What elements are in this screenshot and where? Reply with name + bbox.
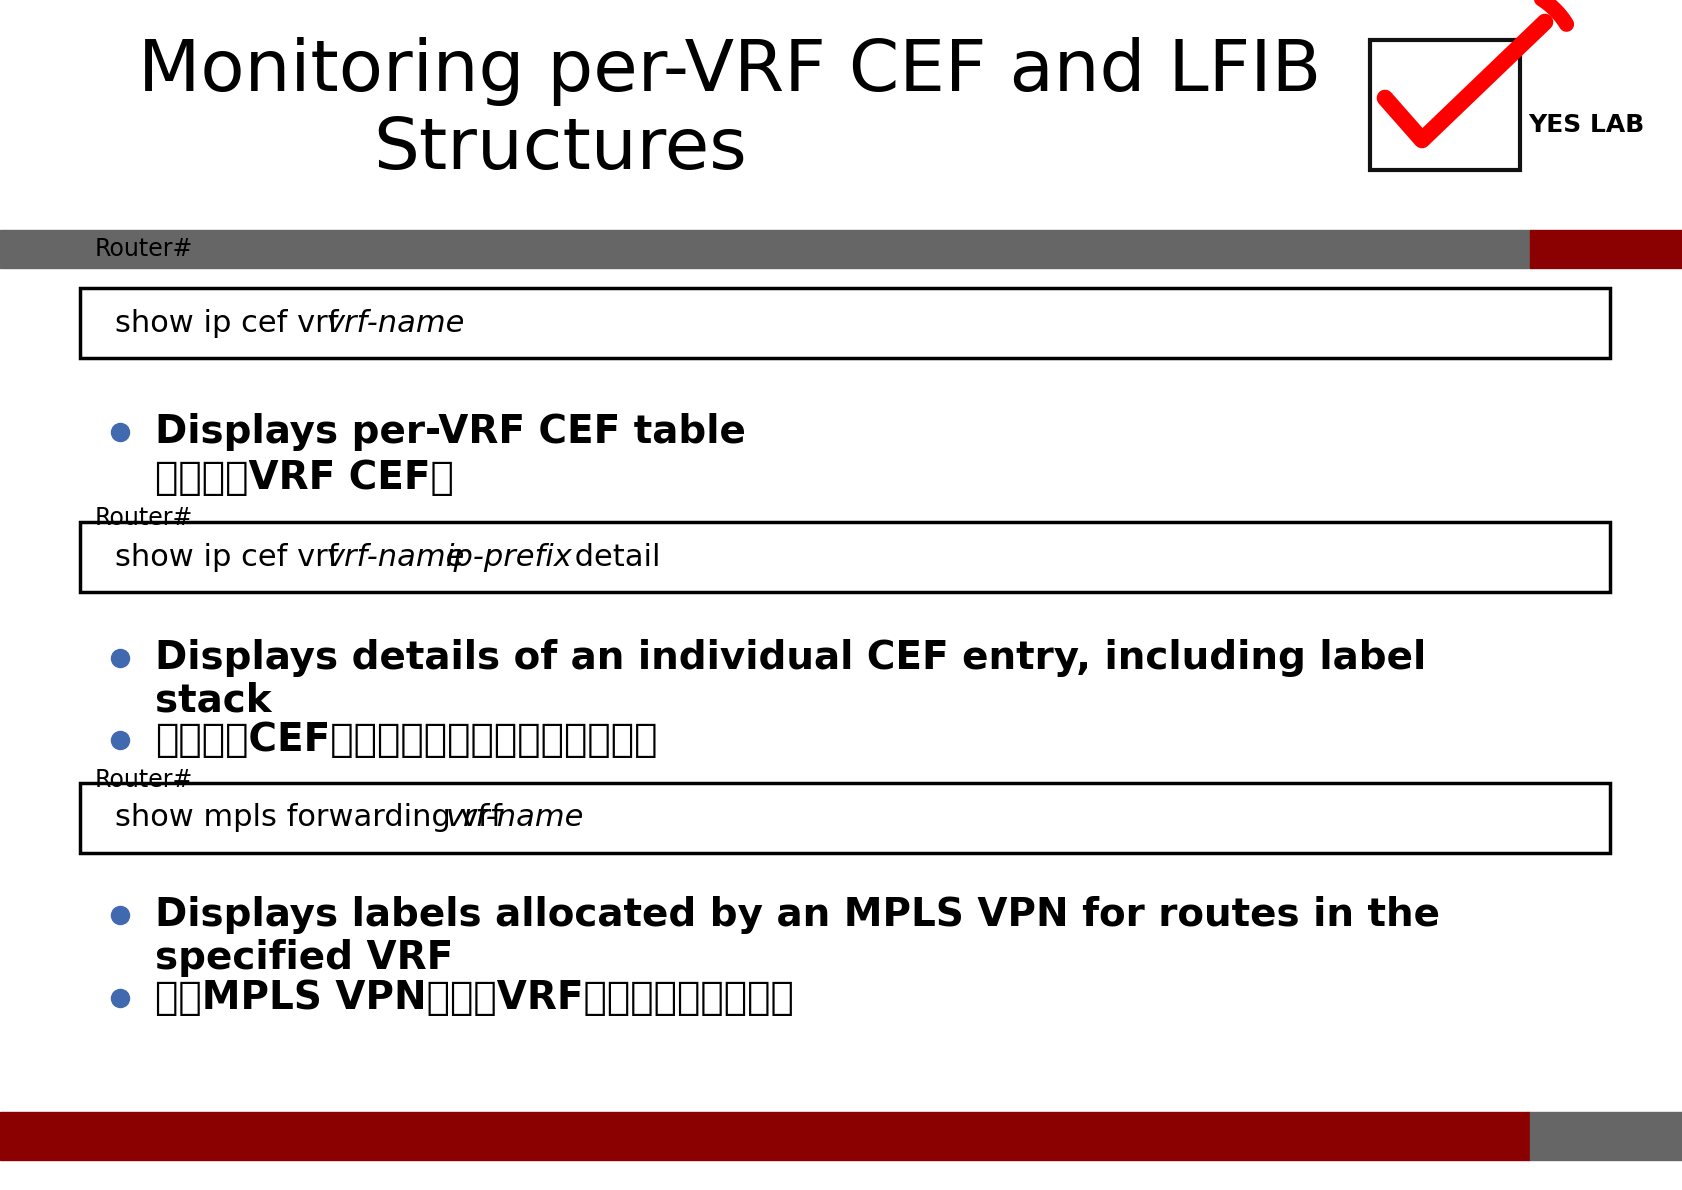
Text: show ip cef vrf: show ip cef vrf <box>114 308 348 338</box>
Text: Structures: Structures <box>373 115 747 184</box>
FancyBboxPatch shape <box>1369 40 1519 170</box>
Text: stack: stack <box>155 682 271 720</box>
Text: Monitoring per-VRF CEF and LFIB: Monitoring per-VRF CEF and LFIB <box>138 38 1320 106</box>
Text: specified VRF: specified VRF <box>155 939 452 977</box>
Text: Displays per-VRF CEF table: Displays per-VRF CEF table <box>155 413 745 451</box>
Text: YES LAB: YES LAB <box>1527 113 1643 137</box>
FancyBboxPatch shape <box>81 783 1610 853</box>
Text: detail: detail <box>565 543 661 571</box>
Text: Displays details of an individual CEF entry, including label: Displays details of an individual CEF en… <box>155 639 1425 677</box>
Bar <box>0 230 1529 268</box>
FancyBboxPatch shape <box>81 522 1610 591</box>
Text: 显示MPLS VPN为指定VRF中的路由分配的标签: 显示MPLS VPN为指定VRF中的路由分配的标签 <box>155 979 794 1017</box>
FancyBboxPatch shape <box>81 288 1610 358</box>
Text: Router#: Router# <box>94 768 193 793</box>
Text: vrf-name: vrf-name <box>446 803 584 833</box>
Text: vrf-name: vrf-name <box>326 308 466 338</box>
Text: show ip cef vrf: show ip cef vrf <box>114 543 348 571</box>
Text: show mpls forwarding vrf: show mpls forwarding vrf <box>114 803 511 833</box>
Text: 显示单个CEF条目的详细信息，包括标签堆栈: 显示单个CEF条目的详细信息，包括标签堆栈 <box>155 721 658 759</box>
Text: vrf-name: vrf-name <box>326 543 466 571</box>
Text: Displays labels allocated by an MPLS VPN for routes in the: Displays labels allocated by an MPLS VPN… <box>155 896 1440 934</box>
Bar <box>1529 230 1682 268</box>
Bar <box>1529 1111 1682 1160</box>
Text: Router#: Router# <box>94 237 193 261</box>
Bar <box>0 1111 1529 1160</box>
Text: ip-prefix: ip-prefix <box>446 543 572 571</box>
Text: Router#: Router# <box>94 506 193 530</box>
Text: 显示每个VRF CEF表: 显示每个VRF CEF表 <box>155 459 454 497</box>
